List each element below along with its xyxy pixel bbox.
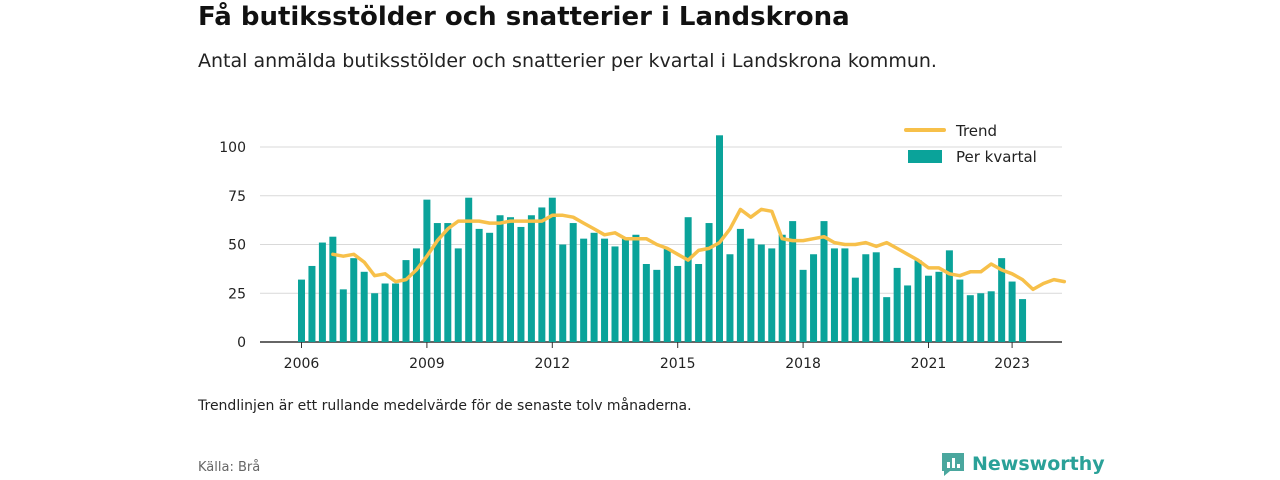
legend: Trend Per kvartal [904,122,1037,166]
bar [392,283,400,342]
bar [611,246,619,342]
bar [559,244,567,342]
bar [862,254,870,342]
bar [371,293,379,342]
bar [621,238,629,342]
bar [987,291,995,342]
bar [402,260,410,342]
bar [1008,281,1016,342]
bar [350,258,358,342]
bar [893,267,901,342]
bar [465,197,473,342]
bar [423,199,431,342]
bar [747,238,755,342]
y-tick-label: 50 [228,238,246,254]
bar [695,264,703,342]
bar [977,293,985,342]
bar [757,244,765,342]
bar [663,248,671,342]
bar [914,260,922,342]
bar [308,265,316,342]
bar [726,254,734,342]
bar [381,283,389,342]
chart-title: Få butiksstölder och snatterier i Landsk… [198,2,850,32]
source-text: Källa: Brå [198,460,261,475]
bar [945,250,953,342]
bar [736,228,744,342]
bar [360,271,368,342]
brand-name: Newsworthy [972,453,1105,475]
bar [1019,299,1027,342]
x-tick-label: 2009 [409,356,445,372]
y-tick-label: 75 [228,189,246,205]
bar [841,248,849,342]
bar [507,217,514,342]
x-tick-label: 2012 [534,356,570,372]
legend-bar-label: Per kvartal [956,148,1037,166]
brand-logo: Newsworthy [940,451,1105,477]
bar [935,271,943,342]
legend-bar-swatch [908,150,942,163]
bar [768,248,776,342]
bar [632,234,640,342]
bar [444,223,452,342]
bar [653,269,661,342]
bar [496,215,504,342]
bar [966,295,974,342]
bar [298,279,305,342]
bar [339,289,347,342]
bar [475,228,483,342]
chart-subtitle: Antal anmälda butiksstölder och snatteri… [198,50,937,72]
x-tick-label: 2006 [284,356,320,372]
x-tick-label: 2023 [994,356,1030,372]
bar [820,221,828,342]
bar [716,135,723,342]
bar [956,279,964,342]
bar [642,264,650,342]
bar [601,238,609,342]
bar [590,232,598,342]
x-tick-label: 2015 [660,356,696,372]
bar [799,269,807,342]
bar [318,242,326,342]
bar [872,252,880,342]
x-tick-label: 2018 [785,356,821,372]
bar [580,238,588,342]
y-tick-label: 0 [237,335,246,351]
y-axis-ticks: 0 25 50 75 100 [219,140,246,351]
bar [789,221,797,342]
bar [412,248,420,342]
legend-trend-label: Trend [955,122,997,140]
bar [548,197,556,342]
bar [329,236,337,342]
bar [454,248,462,342]
newsworthy-icon [942,453,964,476]
y-tick-label: 100 [219,140,246,156]
bar [778,234,786,342]
bar [674,265,682,342]
trend-line [331,207,1067,292]
y-tick-label: 25 [228,286,246,302]
bar [925,275,932,342]
bar [684,217,692,342]
bar [883,297,891,342]
bar [527,215,535,342]
bar [433,223,441,342]
bar [851,277,859,342]
x-tick-label: 2021 [911,356,947,372]
bar [705,223,713,342]
footnote: Trendlinjen är ett rullande medelvärde f… [198,398,692,414]
bar [810,254,818,342]
bar [998,258,1006,342]
bar [538,207,546,342]
trend-series [331,207,1067,292]
bar [830,248,838,342]
x-axis-ticks: 2006 2009 2012 2015 2018 2021 2023 [284,342,1030,372]
bar [904,285,912,342]
bar [569,223,577,342]
bar [517,226,525,342]
bar-series [298,135,1027,342]
bar [486,232,494,342]
